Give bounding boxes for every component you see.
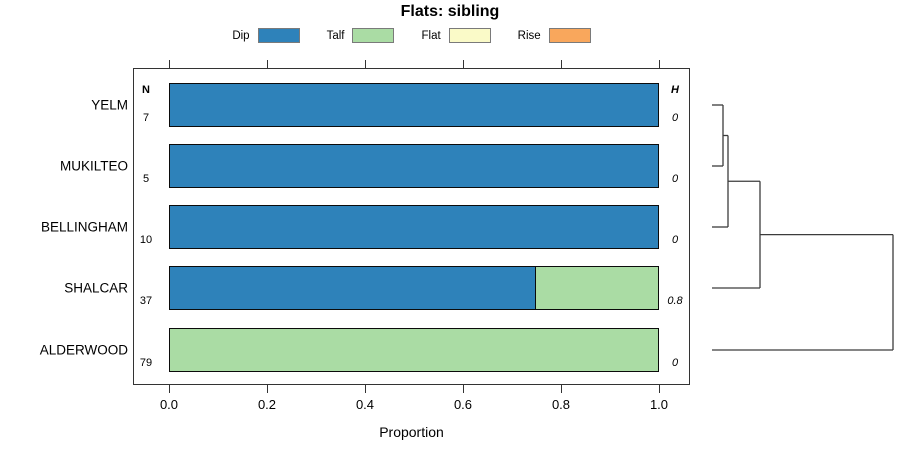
x-tick-bottom [463,385,464,393]
legend-label: Talf [326,29,345,42]
n-value: 37 [139,295,153,307]
x-tick-top [659,60,660,68]
legend-swatch-flat [448,28,491,43]
h-value: 0 [671,112,679,124]
n-column-header: N [142,84,150,96]
n-value: 10 [139,234,153,246]
bar-segment-dip [169,205,659,249]
legend-label: Flat [421,29,441,42]
n-value: 7 [142,112,150,124]
legend-entry-dip: Dip [232,28,300,43]
x-tick-bottom [561,385,562,393]
bar-segment-dip [169,83,659,127]
chart-title: Flats: sibling [400,3,500,20]
category-label-yelm: YELM [91,97,128,113]
legend-swatch-talf [352,28,395,43]
bar-segment-dip [169,266,537,310]
x-tick-label: 1.0 [649,397,669,412]
x-tick-label: 0.4 [355,397,375,412]
legend-label: Rise [517,29,541,42]
x-tick-top [561,60,562,68]
legend-label: Dip [232,29,250,42]
x-tick-top [463,60,464,68]
x-tick-label: 0.0 [159,397,179,412]
x-tick-top [267,60,268,68]
h-value: 0 [671,173,679,185]
x-tick-bottom [169,385,170,393]
category-label-shalcar: SHALCAR [64,280,128,296]
legend-entry-flat: Flat [421,28,491,43]
x-tick-bottom [659,385,660,393]
legend-entry-rise: Rise [518,28,591,43]
bar-segment-dip [169,144,659,188]
x-tick-label: 0.6 [453,397,473,412]
x-tick-label: 0.2 [257,397,277,412]
h-value: 0.8 [667,295,683,307]
category-label-bellingham: BELLINGHAM [40,219,128,235]
x-tick-top [365,60,366,68]
n-value: 79 [139,357,153,369]
n-value: 5 [142,173,150,185]
x-tick-bottom [267,385,268,393]
x-tick-top [169,60,170,68]
bar-segment-talf [169,328,659,372]
x-tick-label: 0.8 [551,397,571,412]
category-label-mukilteo: MUKILTEO [59,158,128,174]
h-value: 0 [671,357,679,369]
legend: Dip Talf Flat Rise [133,27,690,44]
h-column-header: H [671,84,679,96]
h-value: 0 [671,234,679,246]
legend-entry-talf: Talf [327,28,395,43]
x-tick-bottom [365,385,366,393]
x-axis-label: Proportion [379,424,444,440]
legend-swatch-dip [257,28,300,43]
plot-area [133,68,690,385]
legend-swatch-rise [548,28,591,43]
bar-segment-talf [535,266,659,310]
category-label-alderwood: ALDERWOOD [39,342,128,358]
